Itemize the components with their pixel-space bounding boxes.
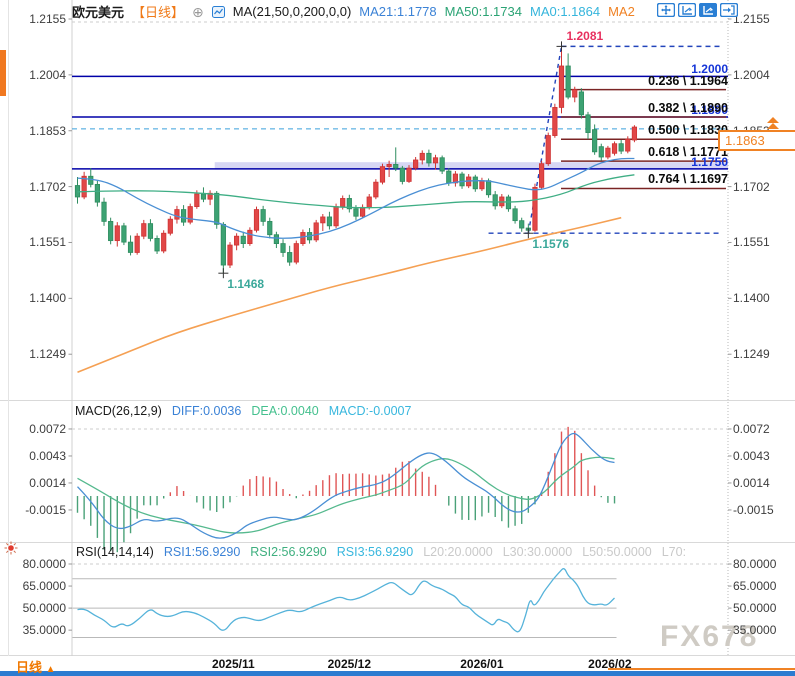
axis-label: 1.1400 — [29, 291, 66, 306]
rsi-l50: L50:50.0000 — [582, 545, 652, 559]
ma0-value: MA0:1.1864 — [529, 4, 601, 19]
macd-diff-value: DIFF:0.0036 — [171, 404, 242, 418]
axis-label: 50.0000 — [733, 601, 777, 616]
main-legend: 欧元美元 【日线】 ⊕ MA(21,50,0,200,0,0) MA21:1.1… — [72, 2, 635, 21]
price-level-label: 1.2000 — [691, 62, 728, 77]
date-tick-label: 2026/02 — [588, 657, 632, 671]
swing-price-label: 1.1468 — [227, 277, 265, 292]
macd-hist-value: MACD:-0.0007 — [328, 404, 412, 418]
move-icon[interactable] — [657, 3, 675, 17]
left-scroll-indicator[interactable] — [0, 50, 6, 96]
symbol-name[interactable]: 欧元美元 — [72, 5, 125, 20]
ma21-value: MA21:1.1778 — [359, 4, 437, 19]
axis-label: 0.0014 — [29, 475, 66, 490]
axis-label: 35.0000 — [22, 623, 66, 638]
axis-label: 1.2155 — [733, 12, 770, 26]
axis-label: 0.0043 — [29, 448, 66, 463]
axis-label: 80.0000 — [22, 557, 66, 571]
left-edge-divider — [8, 0, 9, 656]
swing-price-label: 1.2081 — [566, 29, 604, 44]
date-tick-label: 2026/01 — [460, 657, 504, 671]
axis-label: 1.1702 — [733, 179, 770, 194]
rsi-l30: L30:30.0000 — [502, 545, 573, 559]
axis-label: 1.1853 — [29, 123, 66, 138]
rsi-legend: RSI(14,14,14) RSI1:56.9290 RSI2:56.9290 … — [76, 545, 686, 559]
chart-type-icon[interactable] — [211, 5, 225, 18]
current-price-box: 1.1863 — [718, 130, 795, 151]
time-scrollbar[interactable] — [608, 668, 795, 670]
rsi2-value: RSI2:56.9290 — [250, 545, 327, 559]
macd-dea-value: DEA:0.0040 — [251, 404, 319, 418]
ma-settings[interactable]: MA(21,50,0,200,0,0) — [232, 4, 352, 19]
price-up-arrow-icon — [767, 123, 779, 129]
watermark: FX678 — [660, 620, 759, 653]
axis-label: 1.1249 — [29, 347, 66, 362]
axis-label: 1.1249 — [733, 347, 770, 362]
fib-level-label: 0.236 \ 1.1964 — [648, 73, 728, 88]
rsi-l70: L70: — [661, 545, 687, 559]
axis-label: 0.0043 — [733, 448, 770, 463]
price-up-arrow-icon — [767, 117, 779, 123]
fib-level-label: 0.764 \ 1.1697 — [648, 172, 728, 187]
axis-label: 1.1400 — [733, 291, 770, 306]
axis-label: 80.0000 — [733, 557, 777, 571]
date-tick-label: 2025/11 — [211, 657, 255, 671]
timeframe-arrow-icon: ▲ — [45, 664, 56, 675]
axis-label: 0.0072 — [733, 421, 770, 436]
axis-label: -0.0015 — [25, 502, 66, 517]
time-axis[interactable]: 2025/11 2025/12 2026/01 2026/02 — [0, 656, 795, 671]
rsi3-value: RSI3:56.9290 — [336, 545, 414, 559]
swing-price-label: 1.1576 — [532, 237, 570, 252]
axis-label: 1.2004 — [29, 67, 66, 82]
ma2-value: MA2 — [608, 4, 635, 19]
axis-label: 50.0000 — [22, 601, 66, 616]
timeframe-tag[interactable]: 【日线】 — [132, 5, 185, 20]
exit-icon[interactable] — [720, 3, 738, 17]
date-tick-label: 2025/12 — [327, 657, 372, 671]
add-indicator-icon[interactable]: ⊕ — [192, 3, 204, 20]
axis-range-icon[interactable] — [678, 3, 696, 17]
axis-label: 1.2004 — [733, 67, 770, 82]
bottom-window-border — [0, 671, 795, 676]
fib-level-label: 0.382 \ 1.1890 — [648, 101, 728, 116]
axis-label: 65.0000 — [22, 579, 66, 594]
axis-label: 1.1551 — [29, 235, 66, 250]
chart-toolbar — [657, 3, 738, 17]
axis-label: 1.1702 — [29, 179, 66, 194]
price-level-label: 1.1890 — [691, 103, 728, 118]
fib-level-label: 0.618 \ 1.1771 — [648, 145, 728, 160]
axis-label: 1.2155 — [29, 12, 66, 26]
rsi-title[interactable]: RSI(14,14,14) — [76, 545, 154, 559]
timeframe-label: 日线 — [16, 660, 43, 675]
axis-label: 1.1551 — [733, 235, 770, 250]
axis-label: 65.0000 — [733, 579, 777, 594]
axis-scale-icon[interactable] — [699, 3, 717, 17]
axis-label: 0.0014 — [733, 475, 770, 490]
fib-level-label: 0.500 \ 1.1830 — [648, 123, 728, 138]
timeframe-selector[interactable]: 日线 ▲ — [16, 657, 56, 676]
axis-label: -0.0015 — [733, 502, 774, 517]
rsi1-value: RSI1:56.9290 — [163, 545, 241, 559]
axis-label: 35.0000 — [733, 623, 777, 638]
indicator-settings-sun-icon[interactable] — [3, 540, 19, 556]
price-level-label: 1.1750 — [691, 154, 728, 169]
rsi-l20: L20:20.0000 — [423, 545, 493, 559]
axis-label: 0.0072 — [29, 421, 66, 436]
macd-legend: MACD(26,12,9) DIFF:0.0036 DEA:0.0040 MAC… — [75, 404, 411, 418]
macd-title[interactable]: MACD(26,12,9) — [75, 404, 162, 418]
ma50-value: MA50:1.1734 — [444, 4, 522, 19]
